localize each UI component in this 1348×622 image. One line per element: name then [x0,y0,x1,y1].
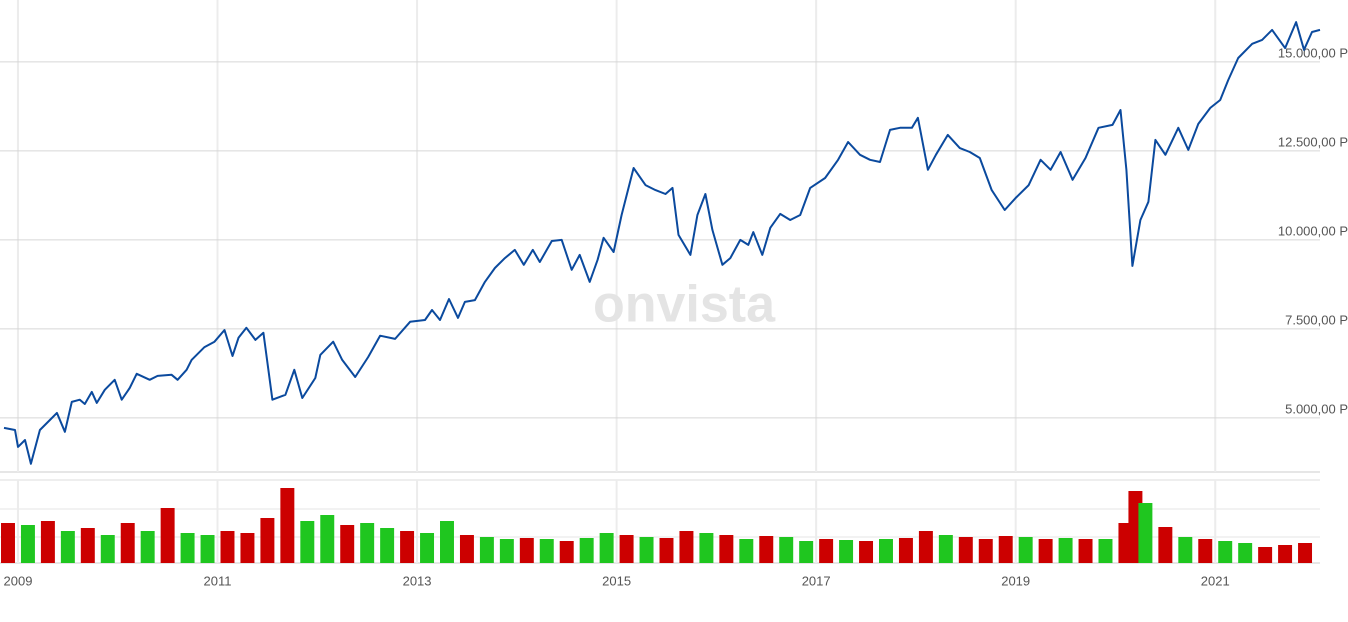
volume-bar [340,525,355,563]
volume-bar [120,523,135,563]
y-tick-label: 10.000,00 P [1278,223,1348,238]
volume-bar [559,541,574,563]
volume-bar [859,541,874,563]
x-tick-label: 2009 [4,573,33,588]
volume-bar [380,528,395,563]
volume-bar [1198,539,1213,563]
volume-bar [659,538,674,563]
volume-bar [360,523,375,563]
volume-bar [779,537,794,563]
volume-bar [918,531,933,563]
volume-bar [160,508,175,563]
volume-bar [200,535,215,563]
volume-bar [260,518,275,563]
volume-bar [1098,539,1113,563]
volume-bar [1138,503,1153,563]
volume-bar [619,535,634,563]
volume-bar [579,538,594,563]
volume-bar [539,539,554,563]
volume-bar [1078,539,1093,563]
volume-bar [420,533,435,563]
volume-bar [220,531,235,563]
volume-bar [1058,538,1073,563]
volume-bar [300,521,315,563]
volume-bar [599,533,614,563]
volume-bar [679,531,694,563]
volume-bar [1178,537,1193,563]
volume-bar [80,528,95,563]
x-tick-label: 2015 [602,573,631,588]
volume-bar [699,533,714,563]
volume-bar [998,536,1013,563]
price-line [3,21,1321,465]
x-tick-label: 2019 [1001,573,1030,588]
volume-bar [1258,547,1273,563]
volume-bar [1,523,15,563]
volume-bar [519,538,534,563]
volume-bar [400,531,415,563]
x-tick-label: 2021 [1201,573,1230,588]
volume-bar [759,536,774,563]
volume-bar [479,537,494,563]
volume-bar [839,540,854,563]
watermark: onvista [593,276,776,334]
volume-bar [639,537,654,563]
volume-bar [60,531,75,563]
volume-bar [1038,539,1053,563]
volume-bar [719,535,734,563]
volume-bar [799,541,814,563]
volume-bar [499,539,514,563]
x-tick-label: 2017 [802,573,831,588]
volume-bar [938,535,953,563]
volume-bar [280,488,295,563]
volume-bar [1298,543,1313,563]
volume-bar [879,539,893,563]
volume-bar [1018,537,1033,563]
volume-bar [140,531,155,563]
volume-bar [739,539,754,563]
x-tick-label: 2011 [204,573,232,588]
volume-bar [320,515,335,563]
volume-bar [1238,543,1253,563]
volume-bar [978,539,993,563]
volume-bar [100,535,115,563]
volume-bar [240,533,255,563]
volume-bar [440,521,454,563]
y-tick-label: 5.000,00 P [1285,401,1348,416]
volume-bar [1218,541,1233,563]
x-tick-label: 2013 [403,573,432,588]
volume-bar [958,537,973,563]
y-tick-label: 12.500,00 P [1278,134,1348,149]
volume-bar [20,525,35,563]
volume-bar [40,521,55,563]
y-tick-label: 7.500,00 P [1285,312,1348,327]
volume-bar [1278,545,1293,563]
volume-bar [180,533,195,563]
y-tick-label: 15.000,00 P [1278,45,1348,60]
volume-bar [459,535,474,563]
volume-bar [819,539,834,563]
volume-bar [898,538,913,563]
volume-bar [1158,527,1173,563]
